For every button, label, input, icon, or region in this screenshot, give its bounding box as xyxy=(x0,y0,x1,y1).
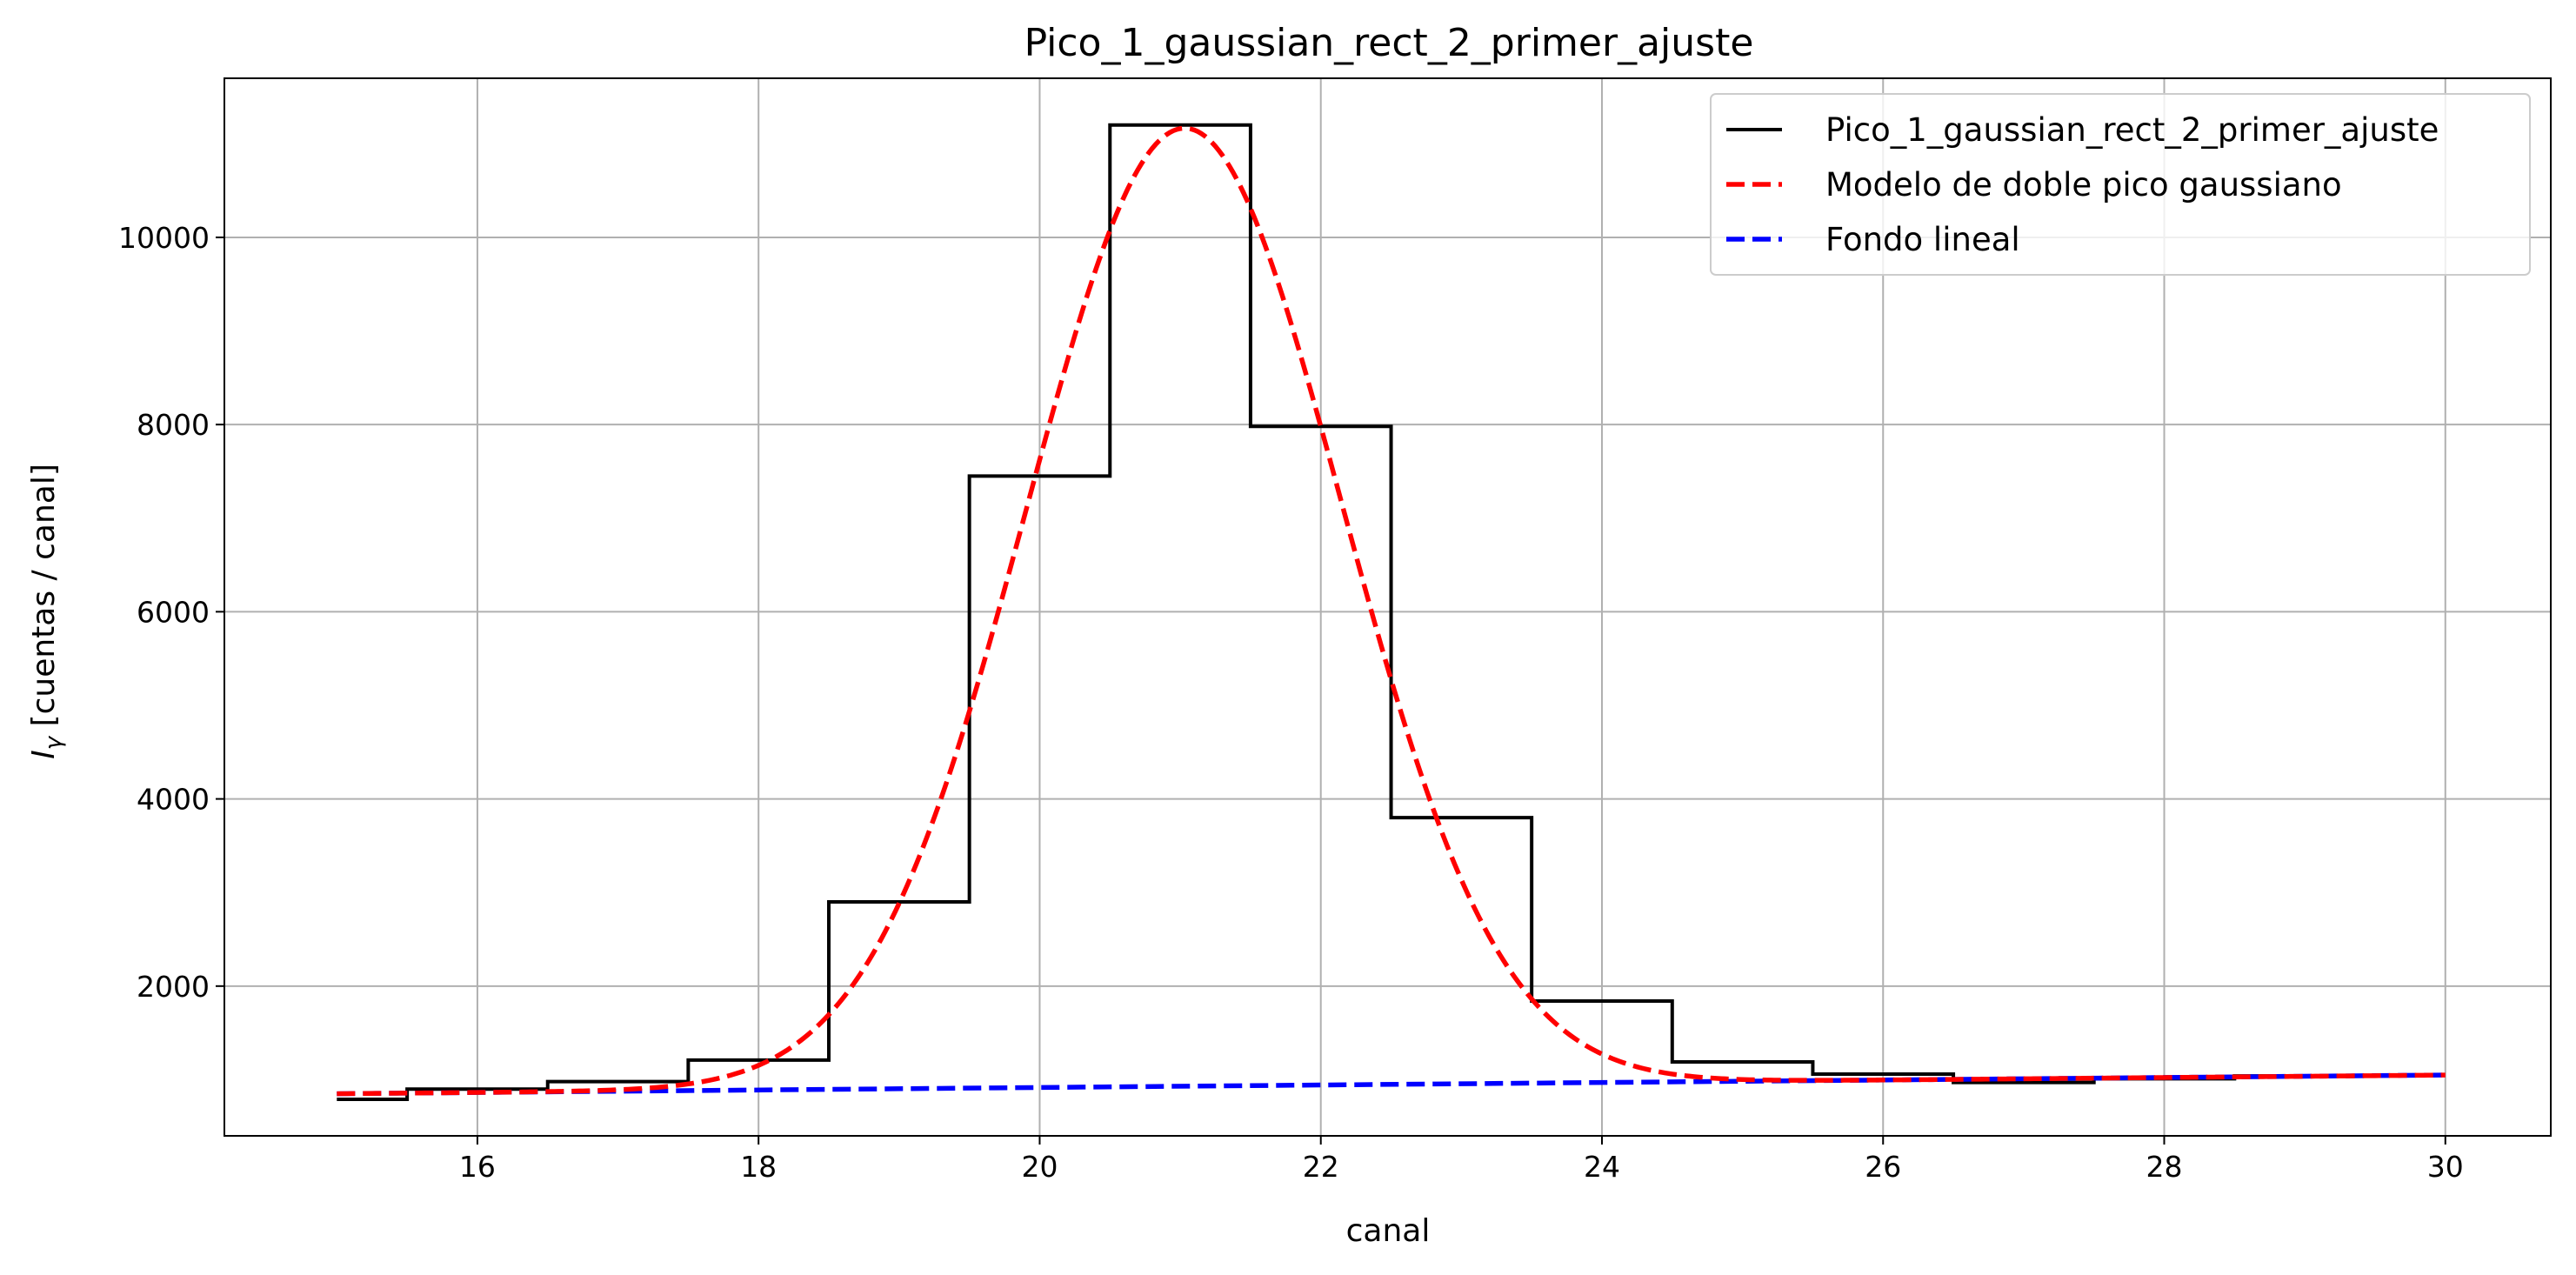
y-tick-label: 4000 xyxy=(137,783,210,817)
y-tick-label: 8000 xyxy=(137,408,210,442)
chart-title: Pico_1_gaussian_rect_2_primer_ajuste xyxy=(1024,21,1754,65)
y-tick-label: 10000 xyxy=(118,221,210,255)
y-axis-label-symbol: I xyxy=(26,750,62,759)
y-tick-label: 2000 xyxy=(137,970,210,1004)
x-tick-label: 26 xyxy=(1865,1150,1901,1184)
legend-box xyxy=(1710,93,2531,276)
legend: Pico_1_gaussian_rect_2_primer_ajuste Mode… xyxy=(1710,93,2531,276)
x-tick-label: 30 xyxy=(2427,1150,2464,1184)
x-tick-label: 28 xyxy=(2146,1150,2183,1184)
x-axis-label: canal xyxy=(1346,1213,1431,1249)
x-tick-label: 22 xyxy=(1303,1150,1339,1184)
background-line xyxy=(337,1072,2446,1097)
x-tick-label: 16 xyxy=(459,1150,496,1184)
y-tick-label: 6000 xyxy=(137,595,210,629)
x-tick-label: 24 xyxy=(1584,1150,1620,1184)
y-axis-label-subscript: γ xyxy=(41,735,67,750)
x-tick-label: 18 xyxy=(740,1150,777,1184)
plot-area xyxy=(337,123,2446,1102)
x-tick-label: 20 xyxy=(1021,1150,1058,1184)
histogram-step-line xyxy=(337,123,2306,1102)
x-axis: 16 18 20 22 24 26 28 30 xyxy=(459,1136,2464,1184)
y-axis-label: Iγ [cuentas / canal] xyxy=(26,464,67,759)
legend-label: Fondo lineal xyxy=(1825,221,2020,258)
axes-frame xyxy=(224,77,2552,1137)
gaussian-model-line xyxy=(337,125,2446,1097)
y-axis-label-units: [cuentas / canal] xyxy=(26,464,62,737)
y-axis: 2000 4000 6000 8000 10000 xyxy=(118,221,224,1004)
legend-label: Modelo de doble pico gaussiano xyxy=(1825,166,2342,204)
legend-label: Pico_1_gaussian_rect_2_primer_ajuste xyxy=(1825,111,2439,149)
